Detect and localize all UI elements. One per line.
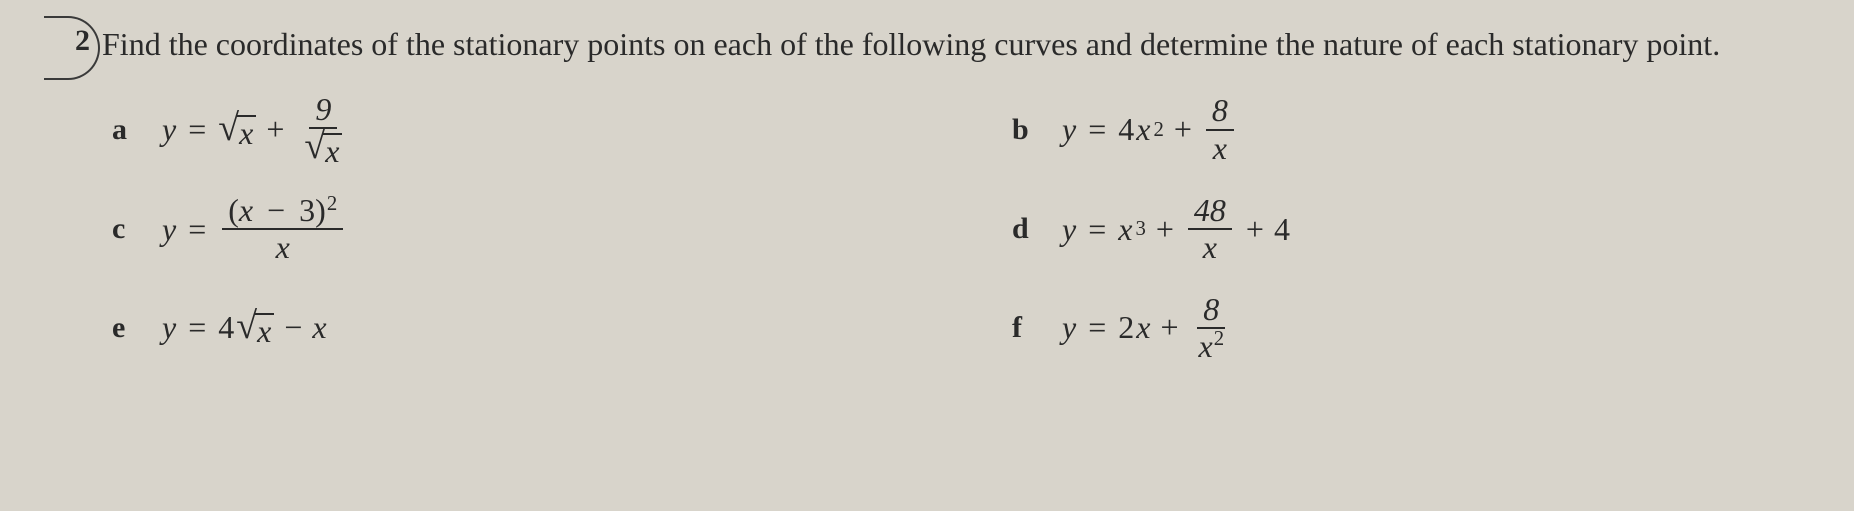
fraction: (x − 3)2 x [222,193,343,265]
fraction: 48 x [1188,193,1232,265]
part-a: a y = √ x + 9 √ x [112,92,1012,167]
page: 2 Find the coordinates of the stationary… [0,0,1854,410]
sqrt-x: √ x [218,111,256,149]
part-row-ab: a y = √ x + 9 √ x [112,92,1814,167]
question-number-wrap: 2 [20,20,102,58]
frac-den: x [1207,131,1233,166]
part-f-label: f [1012,311,1062,345]
lhs: y [1062,309,1076,346]
frac-den: x [270,230,296,265]
part-row-cd: c y = (x − 3)2 x d [112,193,1814,265]
part-a-expression: y = √ x + 9 √ x [162,92,352,167]
part-e-label: e [112,311,162,345]
frac-num: 8 [1197,292,1225,329]
part-b-label: b [1012,113,1062,147]
fraction: 8 x2 [1193,292,1231,364]
part-c: c y = (x − 3)2 x [112,193,1012,265]
part-e: e y = 4 √ x − x [112,292,1012,364]
part-f: f y = 2 x + 8 x2 [1012,292,1814,364]
equals-sign: = [188,309,206,346]
sqrt-x-den: √ x [304,129,342,167]
sqrt-arg: x [237,115,256,149]
sqrt-arg: x [323,133,342,167]
exp: 2 [327,192,337,215]
part-c-expression: y = (x − 3)2 x [162,193,347,265]
sqrt-arg: x [255,313,274,347]
plus-sign: + [1160,309,1178,346]
fraction: 8 x [1206,93,1234,165]
var: x [1136,309,1150,346]
equals-sign: = [1088,211,1106,248]
part-d: d y = x3 + 48 x + 4 [1012,193,1814,265]
minus-sign: − [284,309,302,346]
var: x [1136,111,1150,148]
minus-sign: − [267,192,285,228]
const: 3 [299,192,315,228]
lhs: y [1062,111,1076,148]
lhs: y [162,111,176,148]
radical-icon: √ [304,129,325,163]
part-f-expression: y = 2 x + 8 x2 [1062,292,1234,364]
part-a-label: a [112,113,162,147]
frac-num: 8 [1206,93,1234,130]
fraction: 9 √ x [298,92,348,167]
plus-sign: + [1246,211,1264,248]
var: x [1118,211,1132,248]
parts-container: a y = √ x + 9 √ x [112,92,1814,364]
const: 4 [1274,211,1290,248]
part-c-label: c [112,212,162,246]
plus-sign: + [1156,211,1174,248]
equals-sign: = [188,111,206,148]
sqrt-x: √ x [236,309,274,347]
question-number-arc-icon [44,16,100,80]
lhs: y [1062,211,1076,248]
coef: 4 [1118,111,1134,148]
coef: 2 [1118,309,1134,346]
part-row-ef: e y = 4 √ x − x f y = [112,292,1814,364]
den-var: x [1199,328,1213,364]
question-row: 2 Find the coordinates of the stationary… [20,20,1814,68]
frac-num: 9 [309,92,337,129]
part-b: b y = 4 x2 + 8 x [1012,92,1814,167]
frac-num: (x − 3)2 [222,193,343,230]
frac-num: 48 [1188,193,1232,230]
open-paren: ( [228,192,239,228]
var: x [239,192,253,228]
plus-sign: + [1174,111,1192,148]
frac-den: x2 [1193,329,1231,364]
lhs: y [162,309,176,346]
coef: 4 [218,309,234,346]
part-b-expression: y = 4 x2 + 8 x [1062,93,1238,165]
part-e-expression: y = 4 √ x − x [162,309,327,347]
equals-sign: = [188,211,206,248]
part-d-label: d [1012,212,1062,246]
lhs: y [162,211,176,248]
question-prompt: Find the coordinates of the stationary p… [102,20,1720,68]
equals-sign: = [1088,309,1106,346]
close-paren: ) [315,192,326,228]
radical-icon: √ [218,111,239,145]
frac-den: x [1197,230,1223,265]
den-exp: 2 [1214,327,1224,350]
var: x [312,309,326,346]
part-d-expression: y = x3 + 48 x + 4 [1062,193,1290,265]
frac-den: √ x [298,129,348,167]
plus-sign: + [266,111,284,148]
equals-sign: = [1088,111,1106,148]
radical-icon: √ [236,309,257,343]
